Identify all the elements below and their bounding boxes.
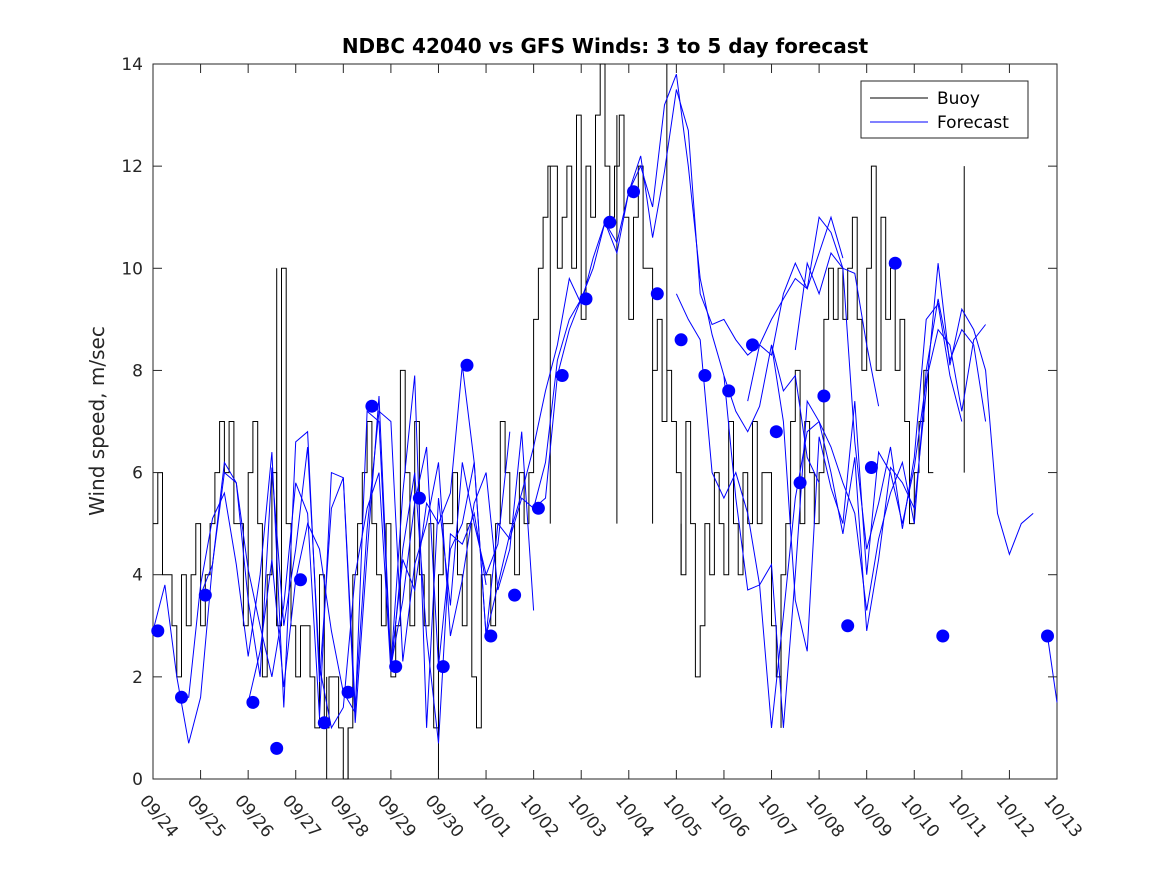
- buoy-line: [153, 63, 934, 780]
- forecast-marker-2: [198, 588, 212, 602]
- forecast-marker-12: [460, 358, 474, 372]
- forecast-markers: [151, 185, 1054, 755]
- x-tick-label-15: 10/09: [849, 791, 896, 841]
- forecast-marker-3: [246, 695, 260, 709]
- forecast-line-9: [794, 251, 963, 550]
- forecast-marker-19: [627, 185, 640, 199]
- legend: Buoy Forecast: [860, 80, 1029, 139]
- y-tick-label-3: 6: [132, 464, 143, 484]
- y-tick-label-1: 2: [132, 668, 143, 688]
- x-tick-label-9: 10/03: [563, 791, 610, 841]
- x-tick-label-1: 09/25: [183, 791, 230, 841]
- legend-box: [860, 80, 1029, 139]
- forecast-marker-25: [769, 425, 783, 439]
- forecast-marker-16: [555, 369, 569, 382]
- x-tick-label-6: 09/30: [421, 791, 468, 841]
- forecast-marker-6: [317, 716, 331, 730]
- x-tick-label-12: 10/06: [706, 791, 753, 841]
- x-tick-label-8: 10/02: [516, 791, 563, 841]
- forecast-line-8: [771, 324, 986, 652]
- legend-forecast-label: Forecast: [937, 113, 1009, 133]
- x-tick-label-19: 10/13: [1039, 791, 1086, 841]
- forecast-marker-21: [674, 333, 688, 347]
- forecast-series: [152, 74, 1058, 744]
- forecast-line-7: [723, 263, 1034, 728]
- chart-title: NDBC 42040 vs GFS Winds: 3 to 5 day fore…: [342, 34, 869, 58]
- y-tick-label-6: 12: [121, 157, 143, 177]
- x-tick-label-13: 10/07: [754, 791, 801, 841]
- forecast-marker-14: [508, 588, 522, 602]
- forecast-marker-1: [175, 690, 188, 704]
- y-tick-label-7: 14: [121, 55, 143, 75]
- y-tick-label-4: 8: [132, 361, 143, 381]
- y-tick-label-0: 0: [132, 770, 143, 790]
- forecast-line-10: [747, 215, 880, 407]
- x-tick-label-5: 09/29: [373, 791, 420, 841]
- x-tick-label-14: 10/08: [801, 791, 848, 841]
- x-tick-label-11: 10/05: [659, 791, 706, 841]
- x-tick-label-16: 10/10: [896, 791, 943, 841]
- x-tick-label-7: 10/01: [468, 791, 515, 841]
- forecast-line-0: [152, 446, 487, 744]
- x-tick-label-2: 09/26: [230, 791, 277, 841]
- forecast-marker-31: [936, 629, 950, 643]
- x-tick-label-10: 10/04: [611, 791, 658, 841]
- forecast-marker-5: [294, 573, 307, 587]
- forecast-marker-32: [1041, 629, 1054, 643]
- forecast-marker-27: [817, 389, 831, 403]
- forecast-marker-7: [341, 685, 355, 699]
- x-tick-label-0: 09/24: [135, 791, 182, 841]
- y-axis-label: Wind speed, m/sec: [85, 326, 109, 516]
- forecast-marker-17: [579, 292, 593, 306]
- forecast-marker-23: [722, 384, 736, 398]
- forecast-line-11: [1047, 635, 1058, 703]
- forecast-marker-28: [841, 619, 855, 633]
- forecast-marker-22: [698, 369, 712, 382]
- forecast-marker-26: [793, 476, 807, 490]
- forecast-line-6: [675, 293, 987, 728]
- legend-buoy-label: Buoy: [937, 89, 980, 109]
- forecast-marker-15: [531, 501, 545, 515]
- forecast-marker-10: [412, 491, 426, 505]
- x-tick-label-3: 09/27: [278, 791, 325, 841]
- buoy-series: [153, 63, 965, 780]
- forecast-marker-11: [436, 660, 450, 674]
- x-tick-label-17: 10/11: [944, 791, 991, 841]
- forecast-line-5: [533, 89, 844, 509]
- forecast-marker-18: [603, 215, 617, 229]
- forecast-marker-13: [484, 629, 498, 643]
- x-tick-label-4: 09/28: [325, 791, 372, 841]
- forecast-marker-30: [888, 256, 902, 270]
- y-tick-label-2: 4: [132, 566, 143, 586]
- forecast-marker-20: [650, 287, 664, 301]
- forecast-marker-4: [270, 741, 284, 755]
- forecast-marker-9: [389, 660, 403, 674]
- forecast-marker-0: [151, 624, 165, 638]
- forecast-marker-8: [365, 399, 379, 413]
- forecast-marker-24: [746, 338, 759, 352]
- y-tick-label-5: 10: [121, 259, 143, 279]
- forecast-marker-29: [864, 461, 878, 474]
- forecast-line-3: [247, 298, 582, 715]
- forecast-line-2: [200, 410, 535, 718]
- x-tick-label-18: 10/12: [992, 791, 1039, 841]
